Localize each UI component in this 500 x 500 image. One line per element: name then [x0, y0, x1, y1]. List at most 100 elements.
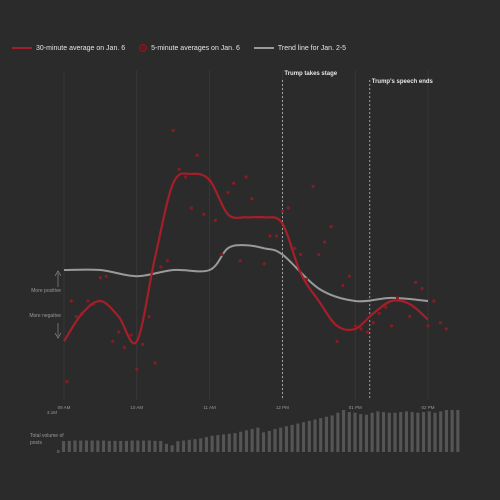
volume-axis-label: Total volume of posts [30, 433, 64, 446]
volume-bar [279, 427, 283, 452]
volume-bar [444, 410, 448, 452]
five-minute-point [244, 175, 248, 179]
five-minute-point [69, 299, 73, 303]
x-tick-label: 09 AM [58, 405, 71, 410]
volume-bar [330, 415, 334, 452]
five-minute-point [384, 305, 388, 309]
x-tick-label: 01 PM [349, 405, 362, 410]
y-annotation-negative: More negative [29, 313, 61, 319]
y-annotation-positive: More positive [31, 288, 61, 294]
legend-label-avg30: 30-minute average on Jan. 6 [36, 44, 126, 52]
five-minute-point [262, 262, 266, 266]
legend-swatch-trend [253, 47, 274, 49]
volume-bar [256, 427, 260, 452]
five-minute-point [341, 283, 345, 288]
volume-bar [96, 440, 100, 452]
volume-bar [302, 422, 306, 452]
volume-bar [433, 412, 437, 452]
volume-bar [382, 412, 386, 452]
thirty-minute-series [63, 172, 429, 345]
volume-bar [450, 410, 454, 452]
five-minute-point [335, 339, 339, 343]
five-minute-point [395, 296, 400, 300]
volume-chart: 3.1M 0 Total volume of posts [30, 410, 460, 454]
volume-bar [222, 434, 226, 452]
volume-bar [359, 414, 363, 452]
volume-bar [342, 410, 346, 452]
volume-bar [422, 412, 426, 452]
five-minute-point [293, 246, 297, 250]
five-minute-point [280, 209, 284, 213]
x-tick-label: 02 PM [421, 405, 434, 410]
volume-bar [147, 440, 151, 452]
x-tick-label: 10 AM [130, 405, 143, 410]
five-minute-point [129, 333, 133, 337]
volume-bar [233, 433, 237, 452]
volume-bar [102, 440, 106, 452]
volume-bar [62, 441, 66, 452]
event-markers: Trump takes stage Trump's speech ends [281, 71, 434, 400]
volume-bar [387, 412, 391, 452]
volume-bar [307, 420, 311, 452]
five-minute-point [371, 321, 375, 325]
chart-legend: 30-minute average on Jan. 6 5-minute ave… [12, 41, 346, 55]
five-minute-point [420, 287, 424, 291]
volume-bar [182, 440, 186, 452]
five-minute-point [444, 327, 448, 331]
volume-bar [410, 412, 414, 452]
five-minute-point [359, 327, 363, 331]
five-minute-point [213, 218, 218, 222]
volume-bar [153, 440, 157, 452]
event-label: Trump's speech ends [372, 79, 434, 85]
volume-bar [376, 411, 380, 452]
five-minute-point [414, 280, 418, 284]
five-minute-point [147, 314, 151, 319]
five-minute-point [426, 324, 430, 328]
five-minute-point [311, 184, 315, 188]
volume-bar [250, 428, 254, 452]
volume-bar [170, 445, 174, 452]
gridlines [63, 70, 429, 400]
volume-bar [136, 440, 140, 452]
five-minute-point [408, 314, 412, 319]
five-minute-point [317, 252, 321, 257]
volume-bar [267, 431, 271, 452]
y-annotations: More positive More negative [29, 270, 62, 339]
volume-bar [227, 433, 231, 452]
five-minute-point [438, 321, 442, 325]
five-minute-point [195, 153, 199, 157]
five-minute-point [141, 342, 145, 346]
event-label: Trump takes stage [284, 71, 337, 77]
trend-line [63, 244, 429, 303]
volume-bar [107, 440, 111, 452]
five-minute-point [177, 167, 181, 171]
negative-arrow-head [54, 332, 62, 339]
positive-arrow-head [54, 270, 62, 277]
five-minute-point [304, 277, 309, 281]
five-minute-point [122, 345, 127, 350]
volume-bar [216, 435, 220, 452]
volume-bar [336, 412, 340, 452]
five-minute-point [220, 252, 224, 257]
legend-label-trend: Trend line for Jan. 2-5 [277, 44, 347, 52]
volume-bar [393, 412, 397, 452]
x-tick-label: 11 AM [203, 405, 216, 410]
volume-bar [159, 440, 163, 452]
five-minute-point [189, 206, 193, 210]
volume-bar [324, 416, 328, 452]
five-minute-point [299, 252, 303, 257]
five-minute-point [153, 361, 157, 365]
volume-bar [204, 437, 208, 452]
volume-bar [262, 432, 266, 452]
volume-bar [427, 411, 431, 452]
five-minute-point [353, 324, 357, 328]
volume-bar [79, 440, 83, 452]
volume-bar [456, 410, 460, 452]
five-minute-point [286, 206, 290, 210]
volume-bar [313, 419, 317, 452]
legend-label-avg5: 5-minute averages on Jan. 6 [151, 44, 240, 52]
legend-item-trend: Trend line for Jan. 2-5 [253, 44, 347, 52]
volume-max-label: 3.1M [47, 410, 57, 415]
five-minute-point [117, 330, 121, 334]
